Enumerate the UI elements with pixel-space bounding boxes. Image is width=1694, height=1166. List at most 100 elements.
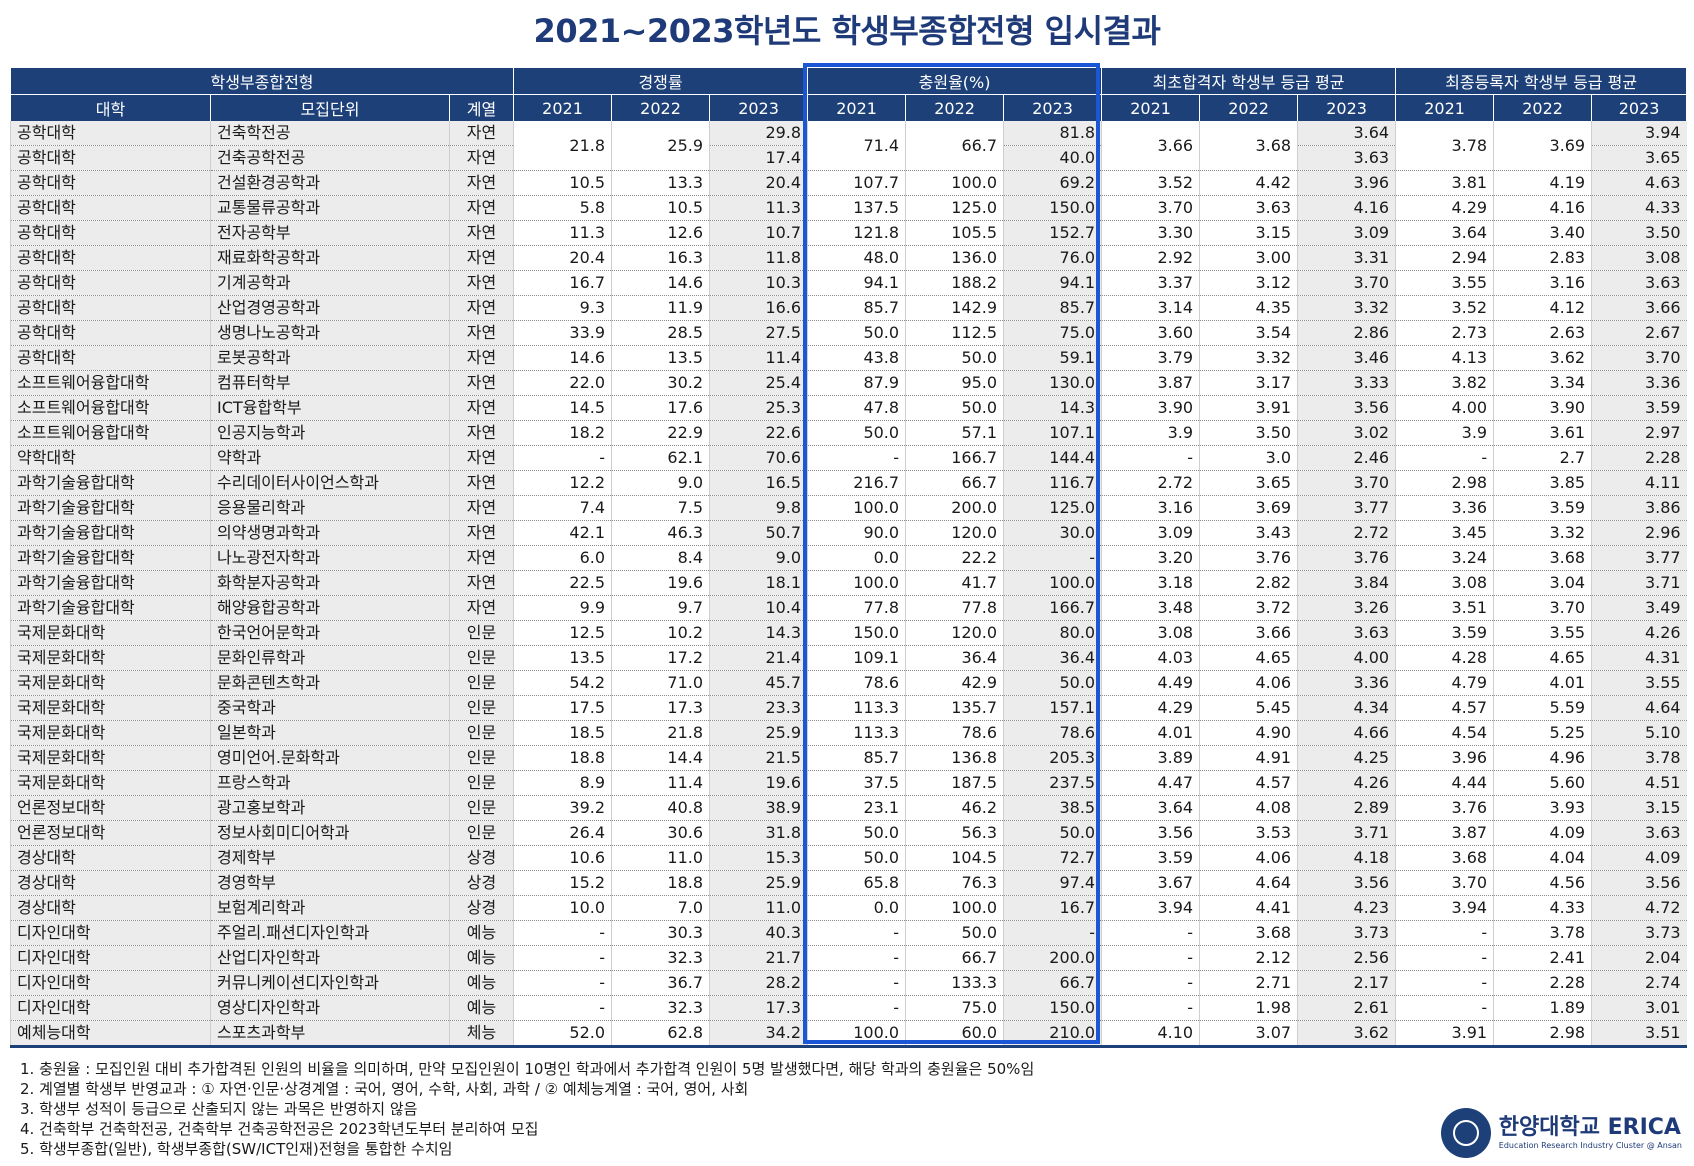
header-year: 2022 — [1493, 94, 1593, 121]
cell-fill-rate-2021: 100.0 — [807, 495, 906, 521]
cell-fill-rate-2023: 152.7 — [1003, 220, 1102, 246]
footnote: 5. 학생부종합(일반), 학생부종합(SW/ICT인재)전형을 통합한 수치임 — [20, 1140, 453, 1158]
cell-competition-2021: - — [513, 945, 612, 971]
cell-competition-2021: 18.5 — [513, 720, 612, 746]
cell-final-grade-2022: 2.7 — [1493, 445, 1592, 471]
cell-competition-2022: 7.5 — [611, 495, 710, 521]
header-group-initial-grade: 최초합격자 학생부 등급 평균 — [1101, 68, 1397, 95]
cell-competition-2022: 17.3 — [611, 695, 710, 721]
cell-fill-rate-2023: 94.1 — [1003, 270, 1102, 296]
cell-final-grade-2021: 3.82 — [1395, 370, 1494, 396]
cell-competition-2021: 10.0 — [513, 895, 612, 921]
cell-competition-2023: 11.3 — [709, 195, 808, 221]
cell-track: 예능 — [448, 970, 514, 996]
cell-initial-grade-2022: 3.69 — [1199, 495, 1298, 521]
cell-fill-rate-2022: 57.1 — [905, 420, 1004, 446]
cell-competition-2022: 14.4 — [611, 745, 710, 771]
cell-fill-rate-2023: 237.5 — [1003, 770, 1102, 796]
cell-unit: 약학과 — [210, 445, 450, 471]
cell-unit: 문화콘텐츠학과 — [210, 670, 450, 696]
cell-final-grade-2021: 4.44 — [1395, 770, 1494, 796]
cell-college: 소프트웨어융합대학 — [10, 420, 211, 446]
cell-final-grade-2023: 3.36 — [1591, 370, 1687, 396]
cell-competition-2021: 17.5 — [513, 695, 612, 721]
cell-initial-grade-2023: 3.70 — [1297, 470, 1396, 496]
cell-final-grade-2022: 3.61 — [1493, 420, 1592, 446]
cell-final-grade-2023: 3.78 — [1591, 745, 1687, 771]
cell-final-grade-2022: 4.96 — [1493, 745, 1592, 771]
cell-competition-2022: 7.0 — [611, 895, 710, 921]
cell-final-grade-2023: 3.50 — [1591, 220, 1687, 246]
cell-track: 자연 — [448, 270, 514, 296]
cell-fill-rate-2022: 77.8 — [905, 595, 1004, 621]
cell-track: 예능 — [448, 995, 514, 1021]
cell-fill-rate-2022: 66.7 — [905, 121, 1004, 171]
cell-initial-grade-2021: 3.89 — [1101, 745, 1200, 771]
cell-competition-2023: 21.4 — [709, 645, 808, 671]
cell-unit: 로봇공학과 — [210, 345, 450, 371]
cell-final-grade-2023: 4.72 — [1591, 895, 1687, 921]
cell-unit: 경제학부 — [210, 845, 450, 871]
header-track: 계열 — [448, 94, 515, 121]
cell-fill-rate-2022: 136.0 — [905, 245, 1004, 271]
cell-college: 과학기술융합대학 — [10, 495, 211, 521]
cell-final-grade-2022: 3.68 — [1493, 545, 1592, 571]
cell-fill-rate-2021: - — [807, 995, 906, 1021]
cell-fill-rate-2023: 76.0 — [1003, 245, 1102, 271]
cell-initial-grade-2022: 3.65 — [1199, 470, 1298, 496]
cell-final-grade-2022: 1.89 — [1493, 995, 1592, 1021]
cell-fill-rate-2023: 166.7 — [1003, 595, 1102, 621]
cell-fill-rate-2023: 157.1 — [1003, 695, 1102, 721]
cell-college: 공학대학 — [10, 170, 211, 196]
cell-fill-rate-2021: 109.1 — [807, 645, 906, 671]
cell-fill-rate-2021: 48.0 — [807, 245, 906, 271]
table-row: 공학대학 재료화학공학과 자연 20.4 16.3 11.8 48.0 136.0 76.0 2.… — [10, 245, 1687, 271]
cell-final-grade-2022: 4.09 — [1493, 820, 1592, 846]
cell-final-grade-2023: 2.74 — [1591, 970, 1687, 996]
cell-final-grade-2021: - — [1395, 920, 1494, 946]
cell-final-grade-2023: 2.04 — [1591, 945, 1687, 971]
cell-fill-rate-2022: 135.7 — [905, 695, 1004, 721]
cell-college: 예체능대학 — [10, 1020, 211, 1048]
table-row: 공학대학 산업경영공학과 자연 9.3 11.9 16.6 85.7 142.9 85.7 3.1… — [10, 295, 1687, 321]
cell-competition-2021: 6.0 — [513, 545, 612, 571]
cell-track: 인문 — [448, 645, 514, 671]
cell-college: 디자인대학 — [10, 995, 211, 1021]
cell-competition-2022: 11.9 — [611, 295, 710, 321]
cell-competition-2021: - — [513, 995, 612, 1021]
cell-track: 자연 — [448, 470, 514, 496]
table-row: 공학대학 전자공학부 자연 11.3 12.6 10.7 121.8 105.5 152.7 3.… — [10, 220, 1687, 246]
cell-fill-rate-2022: 105.5 — [905, 220, 1004, 246]
cell-fill-rate-2022: 104.5 — [905, 845, 1004, 871]
cell-unit: 커뮤니케이션디자인학과 — [210, 970, 450, 996]
cell-initial-grade-2021: 3.90 — [1101, 395, 1200, 421]
table-row: 디자인대학 산업디자인학과 예능 -32.3 21.7-66.7 200.0-2.12 2.… — [10, 945, 1687, 971]
cell-fill-rate-2022: 142.9 — [905, 295, 1004, 321]
cell-initial-grade-2021: 3.37 — [1101, 270, 1200, 296]
cell-competition-2023: 21.7 — [709, 945, 808, 971]
page-title: 2021~2023학년도 학생부종합전형 입시결과 — [533, 12, 1161, 50]
cell-unit: 한국언어문학과 — [210, 620, 450, 646]
cell-competition-2022: 13.3 — [611, 170, 710, 196]
cell-fill-rate-2022: 76.3 — [905, 870, 1004, 896]
cell-initial-grade-2022: 3.07 — [1199, 1020, 1298, 1048]
cell-final-grade-2022: 4.65 — [1493, 645, 1592, 671]
cell-initial-grade-2021: 3.14 — [1101, 295, 1200, 321]
cell-college: 약학대학 — [10, 445, 211, 471]
cell-unit: 교통물류공학과 — [210, 195, 450, 221]
cell-final-grade-2022: 3.62 — [1493, 345, 1592, 371]
cell-track: 인문 — [448, 820, 514, 846]
cell-initial-grade-2023: 4.23 — [1297, 895, 1396, 921]
cell-fill-rate-2021: 50.0 — [807, 845, 906, 871]
cell-college: 공학대학 — [10, 245, 211, 271]
cell-final-grade-2022: 4.12 — [1493, 295, 1592, 321]
header-year: 2021 — [1101, 94, 1201, 121]
cell-track: 상경 — [448, 870, 514, 896]
table-row: 국제문화대학 중국학과 인문 17.5 17.3 23.3 113.3 135.7 157.1 4… — [10, 695, 1687, 721]
table-row: 경상대학 보험계리학과 상경 10.0 7.0 11.0 0.0 100.0 16.7 3.94 4… — [10, 895, 1687, 921]
cell-unit: 화학분자공학과 — [210, 570, 450, 596]
cell-initial-grade-2023: 4.26 — [1297, 770, 1396, 796]
table-row: 과학기술융합대학 해양융합공학과 자연 9.9 9.7 10.4 77.8 77.8 166.7… — [10, 595, 1687, 621]
cell-fill-rate-2022: 95.0 — [905, 370, 1004, 396]
cell-initial-grade-2022: 4.91 — [1199, 745, 1298, 771]
